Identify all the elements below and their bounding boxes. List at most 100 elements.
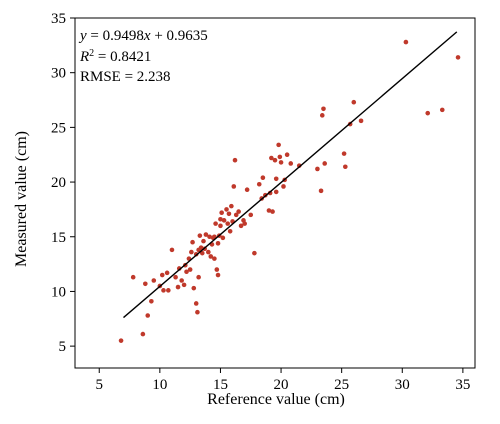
data-point (198, 245, 204, 250)
regression-line (123, 31, 458, 319)
data-point (439, 107, 445, 113)
y-tick-label: 15 (51, 230, 66, 246)
regression-line-layer (123, 31, 458, 319)
data-point (149, 298, 154, 304)
data-point (218, 223, 223, 229)
data-point (197, 233, 203, 238)
data-point (225, 221, 231, 226)
x-tick-label: 30 (395, 377, 410, 393)
data-point (229, 203, 234, 209)
r-squared-label: R2 = 0.8421 (79, 48, 151, 66)
data-point (238, 223, 244, 229)
data-point (281, 184, 286, 189)
data-point (143, 281, 148, 287)
data-point (227, 228, 233, 234)
data-point (201, 238, 206, 244)
data-point (236, 209, 241, 214)
data-point (212, 256, 217, 261)
x-tick-label: 15 (213, 377, 228, 393)
regression-equation: y = 0.9498x + 0.9635 (78, 28, 208, 44)
data-point (273, 176, 279, 182)
data-point (175, 284, 181, 290)
y-tick-label: 35 (51, 11, 66, 27)
data-point (403, 39, 409, 45)
x-axis-ticks: 5 10 15 20 25 30 35 (95, 368, 470, 393)
data-point (318, 188, 324, 194)
y-tick-label: 10 (51, 284, 66, 300)
data-point (145, 313, 151, 318)
data-point (199, 250, 205, 256)
data-point (256, 181, 262, 187)
data-point (173, 274, 178, 280)
data-point (130, 274, 136, 280)
data-point (196, 274, 201, 280)
data-point (351, 99, 357, 105)
data-point (270, 209, 275, 214)
x-tick-label: 5 (95, 377, 103, 393)
data-point (191, 285, 197, 291)
y-axis-label: Measured value (cm) (13, 131, 30, 267)
data-point (260, 175, 266, 180)
y-tick-label: 30 (51, 66, 66, 82)
data-point (315, 166, 320, 172)
y-axis-ticks: 5 10 15 20 25 30 35 (51, 11, 75, 355)
x-tick-label: 35 (455, 377, 470, 393)
data-point (181, 282, 187, 288)
data-point (179, 278, 184, 283)
y-tick-label: 5 (59, 339, 67, 355)
data-point (218, 216, 223, 222)
data-point (319, 113, 325, 118)
data-point (195, 309, 200, 315)
data-point (252, 250, 257, 256)
data-point (272, 157, 278, 163)
data-point (267, 190, 273, 196)
data-point (219, 210, 224, 215)
data-point (278, 160, 284, 165)
y-tick-label: 20 (51, 175, 66, 191)
data-point (215, 272, 221, 278)
data-point (343, 164, 348, 170)
y-tick-label: 25 (51, 120, 66, 136)
plot-frame (74, 17, 476, 369)
data-point (284, 152, 290, 158)
data-point (277, 154, 283, 160)
data-point (276, 142, 281, 148)
plot-border (74, 17, 476, 369)
data-point (215, 241, 221, 246)
data-point (231, 184, 237, 189)
data-point (321, 106, 326, 112)
data-point (164, 270, 170, 276)
data-points (118, 39, 461, 343)
data-point (214, 267, 220, 272)
data-point (244, 187, 250, 193)
data-point (159, 272, 165, 278)
data-point (161, 288, 166, 293)
rmse-label: RMSE = 2.238 (80, 69, 171, 85)
data-point (220, 235, 226, 241)
data-point (184, 269, 189, 275)
data-point (322, 161, 327, 166)
data-point (288, 161, 294, 166)
data-point (190, 239, 195, 245)
data-point (221, 218, 227, 223)
data-point (189, 249, 194, 255)
x-tick-label: 25 (334, 377, 349, 393)
data-point (207, 234, 212, 240)
data-point (213, 221, 218, 226)
data-point (248, 212, 254, 218)
data-point (226, 211, 232, 217)
x-tick-label: 10 (152, 377, 167, 393)
x-tick-label: 20 (274, 377, 289, 393)
data-point (187, 267, 193, 272)
data-point (224, 207, 229, 212)
x-axis-label: Reference value (cm) (207, 391, 345, 408)
data-point (206, 249, 211, 255)
data-point (208, 254, 214, 259)
data-point (341, 151, 347, 156)
data-point (232, 157, 238, 163)
data-point (273, 189, 279, 195)
data-point (151, 278, 157, 283)
data-point (233, 212, 239, 218)
data-point (169, 247, 175, 253)
